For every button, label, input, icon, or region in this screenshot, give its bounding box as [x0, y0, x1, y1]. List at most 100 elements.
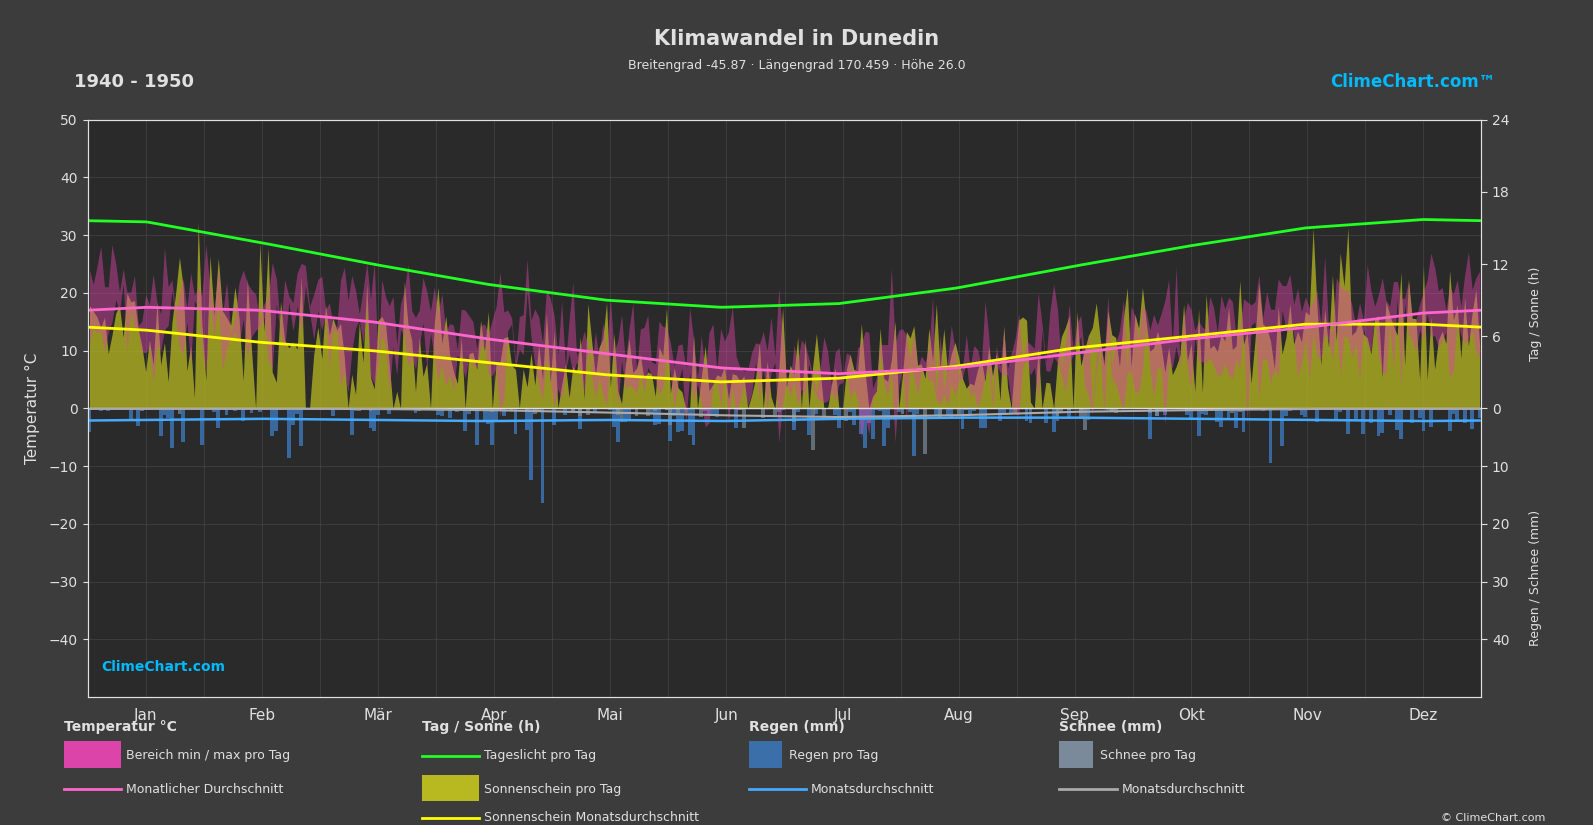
Bar — [107, 408, 110, 411]
Bar — [159, 408, 162, 436]
Bar — [483, 408, 486, 422]
Bar — [1395, 408, 1399, 430]
Bar — [287, 408, 292, 458]
Text: Klimawandel in Dunedin: Klimawandel in Dunedin — [655, 29, 938, 49]
Bar — [883, 408, 886, 446]
Bar — [911, 408, 916, 456]
Bar — [669, 408, 672, 441]
Text: Regen / Schnee (mm): Regen / Schnee (mm) — [1529, 509, 1542, 645]
Bar — [924, 408, 927, 455]
Bar — [212, 408, 217, 412]
Bar — [742, 408, 746, 428]
Bar — [938, 408, 941, 417]
Bar — [1171, 408, 1174, 409]
Bar — [1083, 408, 1086, 430]
Bar — [350, 408, 354, 436]
Bar — [1335, 408, 1338, 419]
Text: Schnee pro Tag: Schnee pro Tag — [1099, 749, 1196, 762]
Bar — [137, 408, 140, 426]
Bar — [811, 408, 814, 450]
Bar — [368, 408, 373, 411]
Bar — [258, 408, 261, 412]
Bar — [777, 408, 781, 412]
Bar — [193, 408, 196, 409]
Bar — [1241, 408, 1246, 432]
Bar — [406, 408, 409, 410]
Bar — [871, 408, 875, 439]
Bar — [486, 408, 491, 424]
Bar — [368, 408, 373, 428]
Bar — [1303, 408, 1308, 417]
Bar — [749, 742, 782, 767]
Bar — [1421, 408, 1426, 431]
Bar — [1010, 408, 1013, 414]
Text: Tageslicht pro Tag: Tageslicht pro Tag — [484, 749, 596, 762]
Bar — [897, 408, 900, 412]
Bar — [376, 408, 379, 415]
Bar — [875, 408, 878, 410]
Bar — [612, 408, 616, 427]
Bar — [271, 408, 274, 436]
Text: Sonnenschein pro Tag: Sonnenschein pro Tag — [484, 783, 621, 795]
Bar — [669, 408, 672, 425]
Bar — [1223, 408, 1227, 411]
Bar — [1043, 408, 1048, 423]
Bar — [414, 408, 417, 412]
Bar — [570, 408, 575, 412]
Bar — [863, 408, 867, 448]
Bar — [564, 408, 567, 415]
Bar — [177, 408, 182, 414]
Bar — [1380, 408, 1384, 433]
Bar — [707, 408, 710, 416]
Bar — [878, 408, 883, 411]
Bar — [1316, 408, 1319, 422]
Bar — [628, 408, 631, 421]
Text: Regen pro Tag: Regen pro Tag — [790, 749, 879, 762]
Bar — [570, 408, 575, 413]
Bar — [938, 408, 941, 416]
Bar — [957, 408, 961, 413]
Bar — [166, 408, 170, 417]
Bar — [534, 408, 537, 411]
Bar — [620, 408, 623, 422]
Bar — [1238, 408, 1241, 412]
Text: Sonnenschein Monatsdurchschnitt: Sonnenschein Monatsdurchschnitt — [484, 811, 699, 824]
Bar — [1219, 408, 1223, 411]
Text: Temperatur °C: Temperatur °C — [64, 719, 177, 733]
Bar — [387, 408, 392, 414]
Bar — [1163, 408, 1166, 415]
Bar — [900, 408, 905, 413]
Bar — [1300, 408, 1303, 415]
Bar — [1196, 408, 1201, 436]
Bar — [479, 408, 483, 409]
Bar — [279, 408, 282, 409]
Bar — [1230, 408, 1235, 413]
Bar — [680, 408, 683, 431]
Text: Schnee (mm): Schnee (mm) — [1059, 719, 1163, 733]
Bar — [1241, 408, 1246, 412]
Bar — [860, 408, 863, 434]
Bar — [1276, 408, 1281, 410]
Bar — [440, 408, 444, 417]
Bar — [491, 408, 494, 446]
Bar — [1470, 408, 1474, 429]
Text: Monatsdurchschnitt: Monatsdurchschnitt — [811, 783, 935, 795]
Bar — [1144, 408, 1149, 409]
Bar — [616, 408, 620, 415]
Bar — [916, 408, 919, 414]
Bar — [315, 408, 320, 409]
Bar — [1456, 408, 1459, 420]
Bar — [1110, 408, 1114, 411]
Bar — [1204, 408, 1207, 415]
Bar — [292, 408, 295, 425]
Bar — [1067, 408, 1070, 419]
Bar — [1013, 408, 1016, 413]
Bar — [672, 408, 675, 416]
Bar — [594, 408, 597, 412]
Bar — [540, 408, 545, 502]
Bar — [781, 408, 784, 409]
Bar — [422, 775, 479, 801]
Bar — [1059, 742, 1093, 767]
Bar — [1268, 408, 1273, 463]
Text: Bereich min / max pro Tag: Bereich min / max pro Tag — [126, 749, 290, 762]
